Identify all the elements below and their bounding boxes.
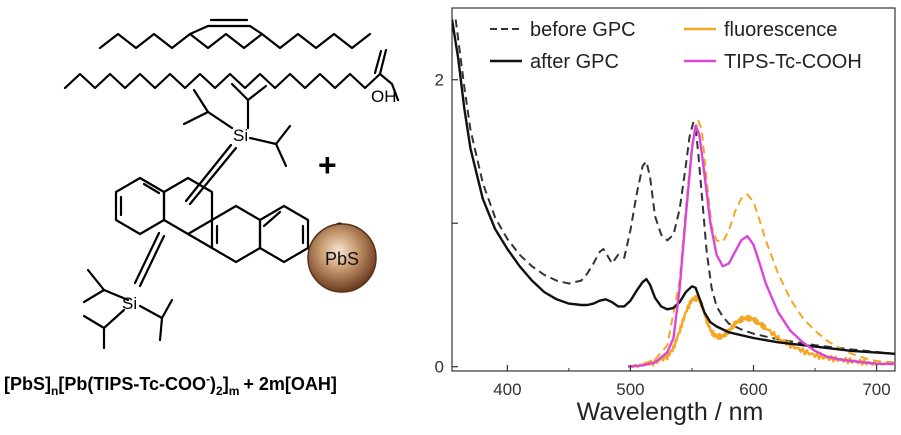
si-label-top: Si xyxy=(233,126,248,145)
tetracene-ring-4 xyxy=(258,204,310,264)
alkyne-bottom xyxy=(138,234,166,288)
legend-label: before GPC xyxy=(530,19,636,41)
series-line-after-gpc xyxy=(452,19,895,355)
oh-label: OH xyxy=(371,87,397,106)
legend: before GPC after GPC fluorescence TIPS-Tc-C… xyxy=(490,19,862,73)
x-axis-label: Wavelength / nm xyxy=(577,398,764,426)
si-bottom-bond-1 xyxy=(102,288,130,302)
y-tick-label: 0 xyxy=(435,358,444,377)
x-tick-label: 700 xyxy=(862,380,890,399)
reaction-formula: [PbS]n[Pb(TIPS-Tc-COO-)2]m + 2m[OAH] xyxy=(4,372,337,398)
series-line-tips-tc-cooh xyxy=(627,124,895,368)
oleic-acid-upper xyxy=(98,32,372,50)
absorption-chart: 400 500 600 700 0 2 before GPC after GPC fluore… xyxy=(435,7,896,426)
x-tick-label: 400 xyxy=(493,380,521,399)
legend-label: after GPC xyxy=(530,51,619,73)
tetracene-ring-1 xyxy=(114,176,166,236)
series-line-fluorescence xyxy=(627,294,895,369)
reaction-scheme xyxy=(63,18,400,350)
plot-frame xyxy=(451,7,896,372)
series-layer xyxy=(452,19,895,369)
pbs-nanoparticle: PbS xyxy=(307,223,377,293)
legend-label: TIPS-Tc-COOH xyxy=(724,51,862,73)
si-top-bond-1 xyxy=(206,110,234,130)
si-label-bottom: Si xyxy=(122,294,137,313)
x-tick-label: 500 xyxy=(616,380,644,399)
x-tick-label: 600 xyxy=(739,380,767,399)
plus-sign: + xyxy=(318,147,337,183)
oleic-acid-chain xyxy=(63,72,400,102)
alkyne-top xyxy=(188,146,238,206)
pbs-label: PbS xyxy=(325,249,359,269)
carboxyl-co xyxy=(378,48,388,76)
y-tick-label: 2 xyxy=(435,71,444,90)
axis-ticks: 400 500 600 700 0 2 xyxy=(435,71,891,399)
series-line-before-gpc xyxy=(454,19,895,355)
legend-label: fluorescence xyxy=(724,19,837,41)
tetracene-ring-3 xyxy=(210,204,262,264)
